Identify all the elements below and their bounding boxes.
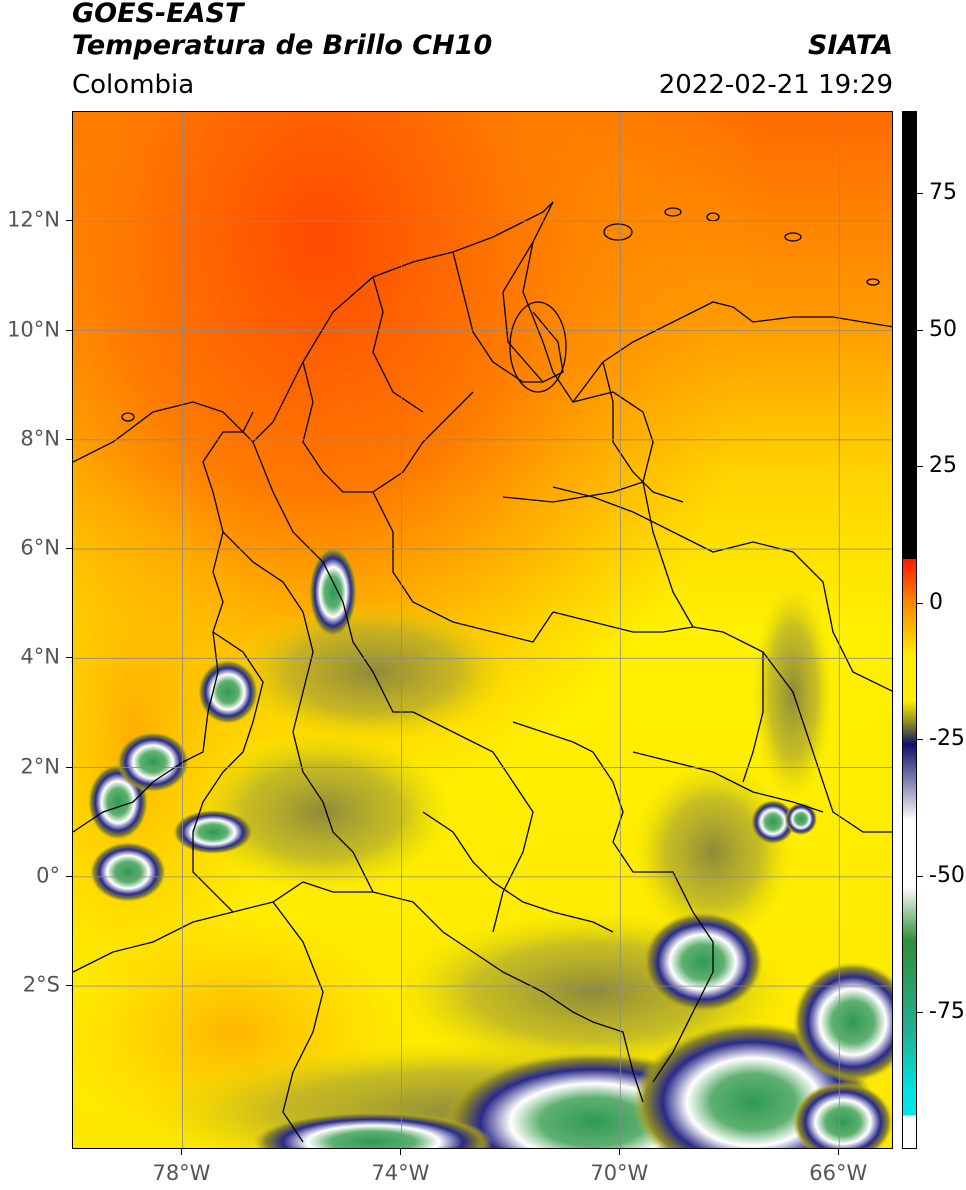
colorbar-tick-label: -75 xyxy=(929,999,965,1025)
lon-tick-mark xyxy=(838,1149,840,1155)
lat-tick-mark xyxy=(66,220,72,222)
datetime-label: 2022-02-21 19:29 xyxy=(658,70,893,100)
colorbar-tick-mark xyxy=(917,329,923,331)
lat-tick-label: 4°N xyxy=(20,644,60,669)
lat-tick-mark xyxy=(66,329,72,331)
brightness-temperature-map xyxy=(72,111,893,1149)
lat-tick-label: 6°N xyxy=(20,535,60,560)
colorbar-tick-label: 0 xyxy=(929,589,943,615)
agency-label: SIATA xyxy=(807,30,893,61)
lat-tick-label: 2°S xyxy=(22,972,60,997)
lat-tick-label: 10°N xyxy=(7,317,60,342)
lat-tick-label: 0° xyxy=(36,863,60,888)
product-title: Temperatura de Brillo CH10 xyxy=(72,30,493,61)
lat-tick-label: 2°N xyxy=(20,754,60,779)
colorbar-tick-mark xyxy=(917,466,923,468)
coastlines-and-borders xyxy=(73,201,892,1143)
map-canvas xyxy=(73,112,892,1148)
satellite-title: GOES-EAST xyxy=(72,0,244,29)
colorbar-tick-mark xyxy=(917,1012,923,1014)
colorbar-tick-mark xyxy=(917,602,923,604)
colorbar-tick-label: 75 xyxy=(929,179,957,205)
lat-tick-label: 12°N xyxy=(7,207,60,232)
colorbar-tick-mark xyxy=(917,875,923,877)
colorbar-tick-mark xyxy=(917,739,923,741)
lon-tick-label: 78°W xyxy=(152,1161,211,1185)
lon-tick-label: 74°W xyxy=(371,1161,430,1185)
colorbar-tick-label: 25 xyxy=(929,453,957,479)
lon-tick-mark xyxy=(619,1149,621,1155)
lat-tick-mark xyxy=(66,766,72,768)
lon-tick-mark xyxy=(181,1149,183,1155)
colorbar xyxy=(902,111,917,1149)
colorbar-tick-label: -50 xyxy=(929,862,965,888)
lat-tick-label: 8°N xyxy=(20,426,60,451)
region-label: Colombia xyxy=(72,70,195,100)
lat-tick-mark xyxy=(66,985,72,987)
lat-tick-mark xyxy=(66,548,72,550)
lat-tick-mark xyxy=(66,657,72,659)
lon-tick-mark xyxy=(400,1149,402,1155)
colorbar-tick-label: -25 xyxy=(929,726,965,752)
lat-tick-mark xyxy=(66,438,72,440)
lat-lon-grid xyxy=(73,112,892,1148)
colorbar-tick-mark xyxy=(917,192,923,194)
colorbar-tick-label: 50 xyxy=(929,316,957,342)
lon-tick-label: 70°W xyxy=(590,1161,649,1185)
lon-tick-label: 66°W xyxy=(809,1161,868,1185)
lat-tick-mark xyxy=(66,875,72,877)
